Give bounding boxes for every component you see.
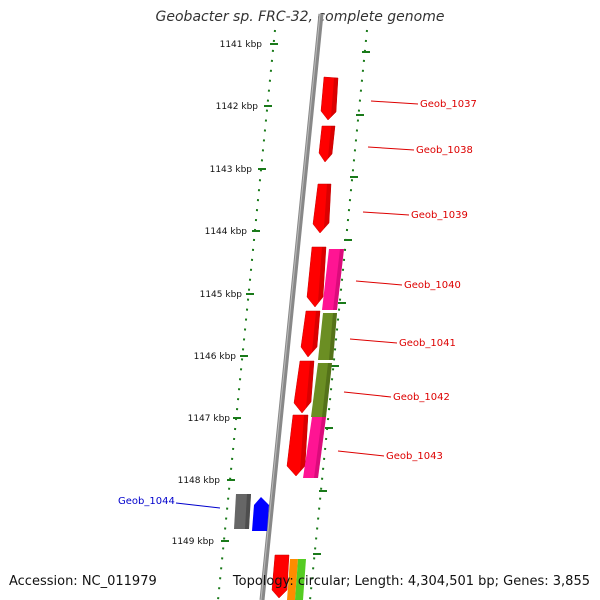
map-title: Geobacter sp. FRC-32, complete genome [155,9,445,25]
gene-geob-1041[interactable] [300,310,321,358]
left-major-ticks [221,43,278,542]
feature-green-bottom[interactable] [295,559,306,600]
red-genes [271,76,339,599]
feature-magenta-1043[interactable] [303,417,326,478]
gene-labels: Geob_1037 Geob_1038 Geob_1039 Geob_1040 … [118,99,477,507]
kbp-label: 1149 kbp [172,537,215,547]
gene-label-geob-1044[interactable]: Geob_1044 [118,496,175,507]
kbp-label: 1141 kbp [220,40,263,50]
label-leader-lines [175,100,419,509]
gene-label-geob-1040[interactable]: Geob_1040 [404,280,461,291]
grey-shade [245,494,251,529]
gene-geob-1039[interactable] [312,183,332,234]
gene-geob-1042[interactable] [293,360,315,414]
kbp-label: 1146 kbp [194,352,237,362]
red-gene-shading [300,78,338,471]
gene-geob-1043[interactable] [286,414,309,477]
backbone-highlight [260,13,321,600]
accession-text: Accession: NC_011979 [9,574,157,589]
feature-magenta-1040[interactable] [322,249,344,310]
kbp-label: 1148 kbp [178,476,221,486]
magenta-shade [333,249,344,310]
gene-label-geob-1038[interactable]: Geob_1038 [416,145,473,156]
kbp-label: 1142 kbp [216,102,259,112]
genome-backbone [259,13,324,600]
gene-geob-1038[interactable] [318,125,336,163]
gene-label-geob-1039[interactable]: Geob_1039 [411,210,468,221]
gene-label-geob-1037[interactable]: Geob_1037 [420,99,477,110]
gene-label-geob-1041[interactable]: Geob_1041 [399,338,456,349]
gene-geob-1037[interactable] [320,76,339,121]
right-major-ticks [313,51,370,555]
feature-orange-bottom[interactable] [287,559,298,600]
olive-shade [329,313,337,360]
magenta-shade [314,417,326,478]
kbp-label: 1143 kbp [210,165,253,175]
gene-label-geob-1042[interactable]: Geob_1042 [393,392,450,403]
kbp-label: 1145 kbp [200,290,243,300]
kbp-label: 1147 kbp [188,414,231,424]
olive-shade [322,363,332,417]
gene-geob-1040[interactable] [306,246,327,308]
gene-label-geob-1043[interactable]: Geob_1043 [386,451,443,462]
kbp-labels: 1141 kbp 1142 kbp 1143 kbp 1144 kbp 1145… [172,40,263,547]
gene-geob-1044[interactable] [252,497,269,531]
kbp-label: 1144 kbp [205,227,248,237]
genome-summary-text: Topology: circular; Length: 4,304,501 bp… [232,574,590,589]
gene-bottom-red[interactable] [271,554,290,599]
